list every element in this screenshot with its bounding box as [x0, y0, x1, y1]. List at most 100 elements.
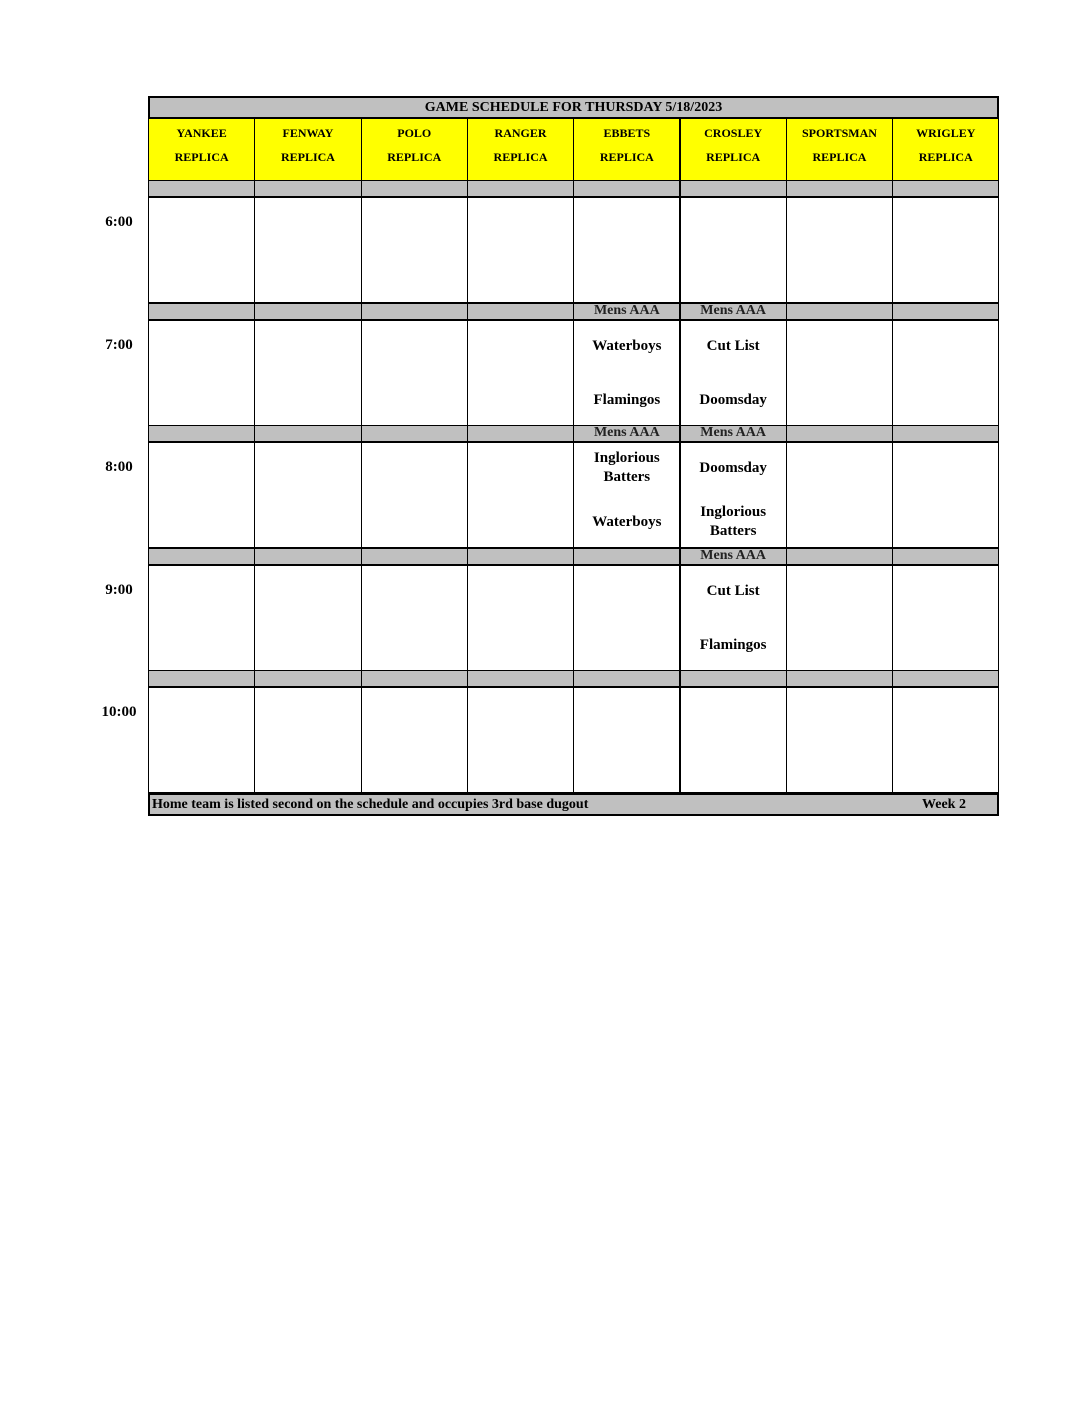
division-band: Mens AAA: [679, 547, 787, 565]
game-cell: [785, 196, 894, 304]
division-band: [148, 547, 256, 565]
field-name: CROSLEY: [704, 126, 763, 140]
game-cell: [254, 196, 362, 304]
division-band: [360, 670, 468, 687]
field-name: SPORTSMAN: [801, 126, 877, 140]
away-team: Cut List: [706, 582, 760, 599]
game-cell: [148, 441, 256, 549]
division-band: [148, 670, 256, 687]
division-band: Mens AAA: [679, 302, 787, 320]
game-cell: [679, 196, 787, 304]
field-sub: REPLICA: [387, 150, 442, 164]
field-header: EBBETS REPLICA: [573, 118, 681, 181]
division-band: [466, 425, 575, 442]
game-cell: [360, 318, 468, 427]
division-band: [466, 302, 575, 320]
division-band: [785, 547, 894, 565]
time-label: 6:00: [105, 214, 133, 230]
home-team: Doomsday: [699, 391, 767, 408]
field-header: WRIGLEY REPLICA: [892, 118, 1000, 181]
game-cell: Doomsday Inglorious Batters: [679, 441, 787, 549]
game-cell: [573, 196, 681, 304]
game-cell: [892, 441, 1000, 549]
game-cell: [466, 563, 575, 672]
field-sub: REPLICA: [812, 150, 867, 164]
field-sub: REPLICA: [493, 150, 548, 164]
away-team: Doomsday: [699, 460, 767, 476]
time-label: 7:00: [105, 336, 133, 353]
division-band: Mens AAA: [573, 302, 681, 320]
home-team: Waterboys: [592, 514, 662, 530]
game-cell: [360, 686, 468, 794]
division-band: [785, 180, 894, 197]
away-team: Waterboys: [592, 337, 662, 354]
game-cell: [466, 441, 575, 549]
division-band: [785, 425, 894, 442]
division-band: [254, 302, 362, 320]
footer-week: Week 2: [922, 797, 966, 812]
division-band: [360, 302, 468, 320]
field-sub: REPLICA: [918, 150, 973, 164]
division-band: [466, 670, 575, 687]
schedule-title: GAME SCHEDULE FOR THURSDAY 5/18/2023: [148, 96, 999, 119]
division-band: [466, 180, 575, 197]
game-cell: [466, 686, 575, 794]
game-cell: [254, 686, 362, 794]
division-band: Mens AAA: [573, 425, 681, 442]
game-cell: [148, 196, 256, 304]
division-band: [254, 670, 362, 687]
division-band: [892, 302, 1000, 320]
time-label: 8:00: [105, 459, 133, 475]
game-cell: [892, 196, 1000, 304]
field-name: FENWAY: [282, 126, 334, 140]
division-band: [254, 180, 362, 197]
home-team: Flamingos: [699, 636, 767, 653]
time-label: 10:00: [101, 704, 137, 720]
game-cell: Waterboys Flamingos: [573, 318, 681, 427]
footer-bar: Home team is listed second on the schedu…: [148, 793, 999, 816]
home-team: Flamingos: [593, 391, 661, 408]
game-cell: [148, 563, 256, 672]
division-band: [679, 670, 787, 687]
game-cell: [573, 686, 681, 794]
game-cell: Cut List Doomsday: [679, 318, 787, 427]
field-name: YANKEE: [176, 126, 227, 140]
game-cell: [785, 563, 894, 672]
game-cell: [254, 318, 362, 427]
division-band: [360, 425, 468, 442]
field-name: EBBETS: [603, 126, 651, 140]
away-team: Cut List: [706, 337, 760, 354]
field-sub: REPLICA: [599, 150, 654, 164]
field-sub: REPLICA: [174, 150, 229, 164]
game-cell: [785, 318, 894, 427]
game-cell: [466, 196, 575, 304]
field-name: POLO: [397, 126, 432, 140]
game-cell: [892, 563, 1000, 672]
division-band: [892, 425, 1000, 442]
game-cell: [785, 686, 894, 794]
game-cell: [148, 318, 256, 427]
division-band: [892, 547, 1000, 565]
home-team: Inglorious Batters: [700, 504, 767, 539]
game-cell: [148, 686, 256, 794]
game-cell: [360, 441, 468, 549]
game-cell: [466, 318, 575, 427]
field-name: RANGER: [494, 126, 547, 140]
field-header: RANGER REPLICA: [466, 118, 575, 181]
field-header: FENWAY REPLICA: [254, 118, 362, 181]
division-band: [785, 302, 894, 320]
division-band: [573, 547, 681, 565]
field-header: YANKEE REPLICA: [148, 118, 256, 181]
division-band: [785, 670, 894, 687]
footer-note: Home team is listed second on the schedu…: [152, 797, 589, 812]
game-cell: [254, 563, 362, 672]
game-cell: [679, 686, 787, 794]
division-band: Mens AAA: [679, 425, 787, 442]
game-cell: Cut List Flamingos: [679, 563, 787, 672]
division-band: [573, 180, 681, 197]
division-band: [892, 180, 1000, 197]
division-band: [360, 547, 468, 565]
field-header: SPORTSMAN REPLICA: [785, 118, 894, 181]
division-band: [254, 547, 362, 565]
